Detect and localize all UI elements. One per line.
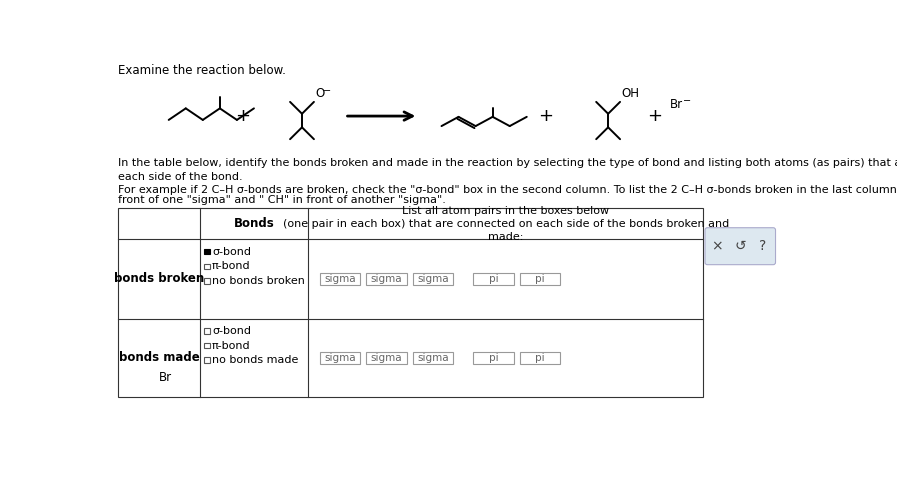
Text: sigma: sigma	[324, 274, 356, 284]
Bar	[366, 352, 406, 364]
Bar	[474, 273, 514, 285]
Text: Br: Br	[159, 371, 172, 384]
Bar	[519, 273, 560, 285]
Text: front of one "sigma" and " CH" in front of another "sigma".: front of one "sigma" and " CH" in front …	[118, 195, 446, 206]
Text: Examine the reaction below.: Examine the reaction below.	[118, 65, 286, 77]
Text: bonds made: bonds made	[118, 351, 199, 364]
Bar	[205, 278, 210, 283]
Text: ↺: ↺	[734, 239, 745, 253]
FancyBboxPatch shape	[705, 228, 776, 265]
Text: sigma: sigma	[370, 353, 402, 363]
Text: bonds broken: bonds broken	[114, 273, 205, 285]
Bar	[474, 352, 514, 364]
Text: ×: ×	[710, 239, 722, 253]
Text: +: +	[235, 107, 250, 125]
Bar	[205, 328, 210, 333]
Text: σ-bond: σ-bond	[212, 246, 251, 257]
Text: −: −	[323, 86, 331, 96]
Bar	[413, 273, 453, 285]
Text: O: O	[316, 87, 325, 101]
Text: ?: ?	[760, 239, 767, 253]
Text: π-bond: π-bond	[212, 341, 251, 350]
Bar	[205, 343, 210, 348]
Text: pi: pi	[489, 353, 498, 363]
Text: π-bond: π-bond	[212, 261, 251, 271]
Text: sigma: sigma	[370, 274, 402, 284]
Text: no bonds made: no bonds made	[212, 355, 299, 365]
Text: −: −	[683, 96, 691, 106]
Text: sigma: sigma	[417, 274, 448, 284]
Text: Bonds: Bonds	[233, 217, 274, 230]
Bar	[413, 352, 453, 364]
Bar	[519, 352, 560, 364]
Bar	[366, 273, 406, 285]
Text: Br: Br	[670, 98, 684, 111]
Bar	[320, 273, 360, 285]
Text: sigma: sigma	[417, 353, 448, 363]
Text: List all atom pairs in the boxes below
(one pair in each box) that are connected: List all atom pairs in the boxes below (…	[283, 206, 729, 242]
Text: +: +	[538, 107, 553, 125]
Bar	[205, 249, 210, 254]
Text: pi: pi	[536, 353, 544, 363]
Text: In the table below, identify the bonds broken and made in the reaction by select: In the table below, identify the bonds b…	[118, 158, 897, 182]
Text: sigma: sigma	[324, 353, 356, 363]
Text: pi: pi	[536, 274, 544, 284]
Bar	[118, 208, 703, 397]
Bar	[205, 358, 210, 363]
Bar	[320, 352, 360, 364]
Bar	[205, 263, 210, 269]
Text: For example if 2 C–H σ-bonds are broken, check the "σ-bond" box in the second co: For example if 2 C–H σ-bonds are broken,…	[118, 185, 897, 195]
Text: σ-bond: σ-bond	[212, 326, 251, 336]
Text: OH: OH	[622, 87, 640, 101]
Text: no bonds broken: no bonds broken	[212, 276, 305, 286]
Text: pi: pi	[489, 274, 498, 284]
Text: +: +	[647, 107, 662, 125]
